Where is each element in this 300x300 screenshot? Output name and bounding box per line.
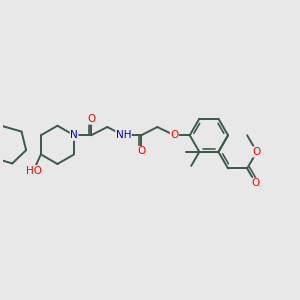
Text: O: O bbox=[252, 178, 260, 188]
Text: NH: NH bbox=[116, 130, 131, 140]
Text: O: O bbox=[170, 130, 178, 140]
Text: N: N bbox=[70, 130, 78, 140]
Text: O: O bbox=[253, 147, 261, 157]
Text: O: O bbox=[87, 114, 95, 124]
Text: O: O bbox=[137, 146, 145, 157]
Text: HO: HO bbox=[26, 166, 41, 176]
